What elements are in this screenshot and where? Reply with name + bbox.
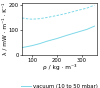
X-axis label: ρ / kg · m⁻³: ρ / kg · m⁻³ — [43, 64, 76, 70]
Y-axis label: λ / mW · m⁻¹ · K⁻¹: λ / mW · m⁻¹ · K⁻¹ — [2, 2, 7, 55]
Legend: vacuum (10 to 50 mbar), at atmospheric pressure: vacuum (10 to 50 mbar), at atmospheric p… — [21, 84, 98, 88]
